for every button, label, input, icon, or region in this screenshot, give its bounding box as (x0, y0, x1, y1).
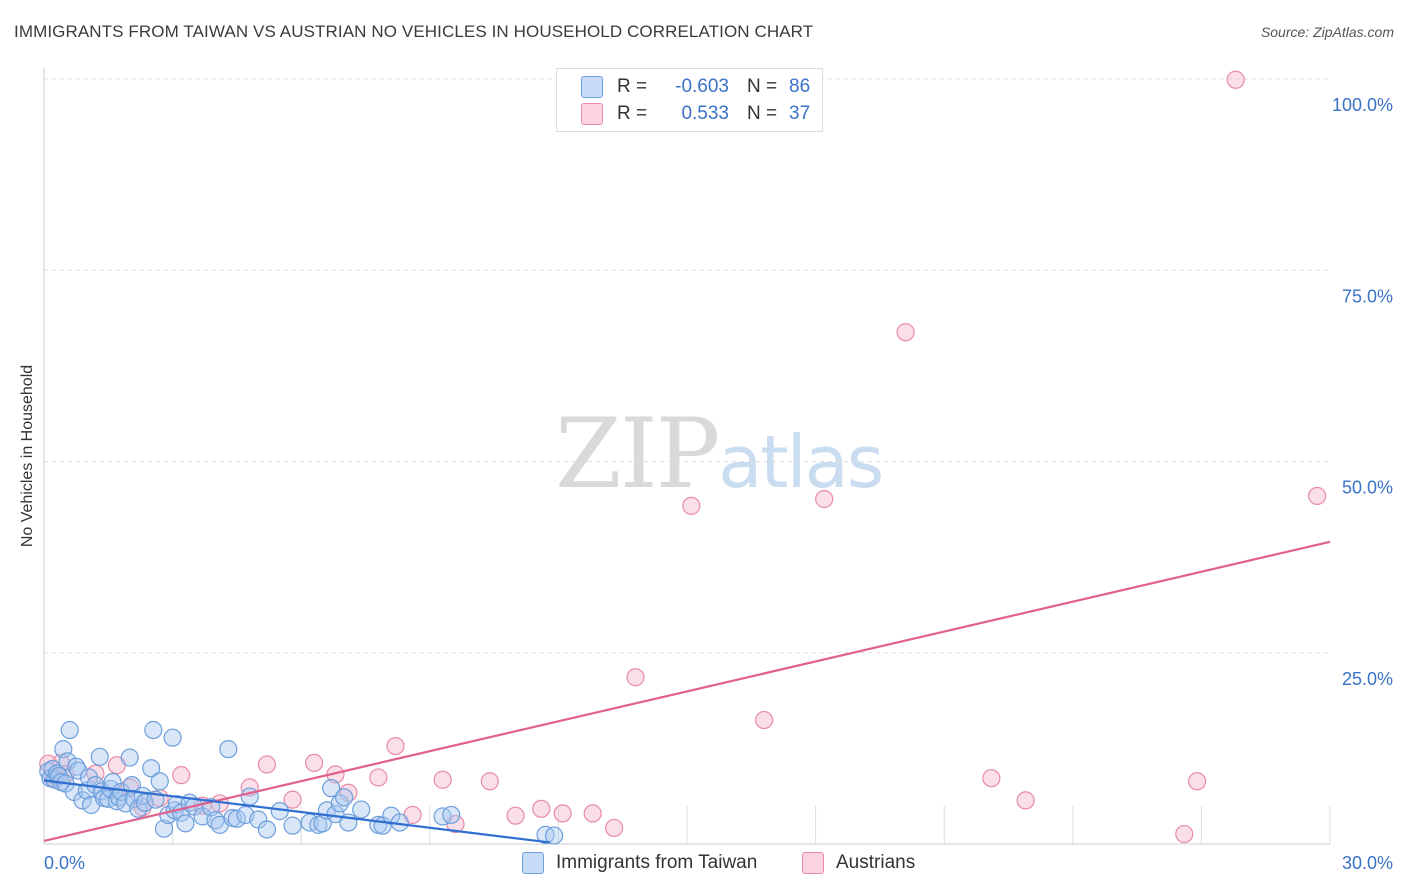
legend-item-austrians[interactable]: Austrians (802, 852, 915, 874)
legend-swatch-taiwan (581, 76, 603, 98)
taiwan-point (176, 814, 195, 833)
taiwan-point (334, 788, 354, 807)
austrians-point (1175, 824, 1194, 844)
legend-swatch-taiwan (522, 852, 544, 874)
legend-n-label: N = (747, 103, 778, 124)
taiwan-trend-line (43, 779, 550, 844)
taiwan-point (60, 720, 79, 740)
legend-n-label: N = (747, 76, 778, 97)
taiwan-point (283, 816, 302, 835)
taiwan-point (545, 826, 564, 845)
austrians-point (283, 790, 302, 809)
y-tick-label: 50.0% (1342, 478, 1393, 498)
austrians-point (755, 710, 774, 730)
legend-label-austrians: Austrians (836, 852, 916, 873)
austrians-point (433, 770, 452, 789)
austrians-point (1226, 70, 1245, 89)
source-label: Source: ZipAtlas.com (1260, 24, 1394, 40)
taiwan-point (352, 800, 371, 819)
y-tick-label: 25.0% (1342, 669, 1393, 689)
taiwan-point (90, 747, 109, 766)
y-tick-label: 100.0% (1332, 95, 1393, 115)
austrians-point (386, 736, 405, 756)
austrians-point (682, 496, 701, 515)
austrians-point (1016, 791, 1035, 810)
austrians-point (1188, 772, 1207, 791)
austrians-point (369, 768, 388, 787)
legend-swatch-austrians (581, 103, 603, 125)
austrians-point (605, 818, 624, 838)
trend-lines (43, 540, 1331, 844)
austrians-point (532, 799, 551, 818)
x-tick-label: 0.0% (44, 853, 85, 873)
legend-r-value: -0.603 (675, 76, 729, 97)
austrians-point (257, 755, 277, 774)
austrians-point (626, 668, 645, 687)
taiwan-point (135, 793, 154, 812)
taiwan-point (442, 805, 461, 825)
axes (43, 68, 1330, 845)
legend-n-value: 37 (789, 103, 811, 124)
taiwan-point (73, 791, 92, 810)
austrians-point (506, 806, 525, 825)
taiwan-point (219, 740, 238, 759)
legend-row-austrians: R = 0.533 N = 37 (581, 101, 847, 127)
legend-row-taiwan: R = -0.603 N = 86 (581, 74, 847, 100)
legend-r-label: R = (617, 76, 648, 97)
legend-swatch-austrians (802, 852, 824, 874)
taiwan-point (227, 809, 246, 828)
taiwan-point (322, 779, 341, 798)
austrians-trend-line (43, 540, 1331, 843)
taiwan-point (69, 761, 88, 780)
legend-n-value: 86 (789, 76, 811, 97)
taiwan-point (122, 775, 141, 795)
correlation-legend: R = -0.603 N = 86 R = 0.533 N = 37 (556, 68, 823, 132)
taiwan-point (144, 720, 163, 740)
legend-r-value: 0.533 (681, 103, 729, 124)
austrians-point (896, 323, 915, 342)
legend-r-label: R = (617, 103, 648, 124)
austrians-point (583, 804, 602, 823)
taiwan-point (257, 820, 277, 839)
austrians-point (1308, 486, 1327, 506)
austrians-point (815, 489, 834, 509)
austrians-point (304, 753, 324, 773)
taiwan-point (142, 759, 161, 778)
legend-label-taiwan: Immigrants from Taiwan (556, 852, 758, 873)
y-tick-label: 75.0% (1342, 286, 1393, 306)
austrians-points (39, 70, 1327, 844)
tick-labels: 25.0% 50.0% 75.0% 100.0% 0.0% 30.0% (44, 95, 1393, 873)
x-tick-label: 30.0% (1342, 853, 1393, 873)
austrians-point (553, 804, 572, 823)
legend-item-taiwan[interactable]: Immigrants from Taiwan (522, 852, 757, 874)
taiwan-point (150, 772, 169, 791)
series-legend: Immigrants from Taiwan Austrians (0, 852, 1406, 878)
austrians-point (172, 766, 191, 785)
taiwan-point (163, 728, 182, 747)
austrians-point (982, 769, 1001, 788)
taiwan-point (154, 819, 174, 838)
austrians-point (480, 772, 499, 791)
taiwan-point (120, 748, 139, 767)
grid (44, 78, 1331, 844)
chart-title: IMMIGRANTS FROM TAIWAN VS AUSTRIAN NO VE… (14, 22, 814, 41)
